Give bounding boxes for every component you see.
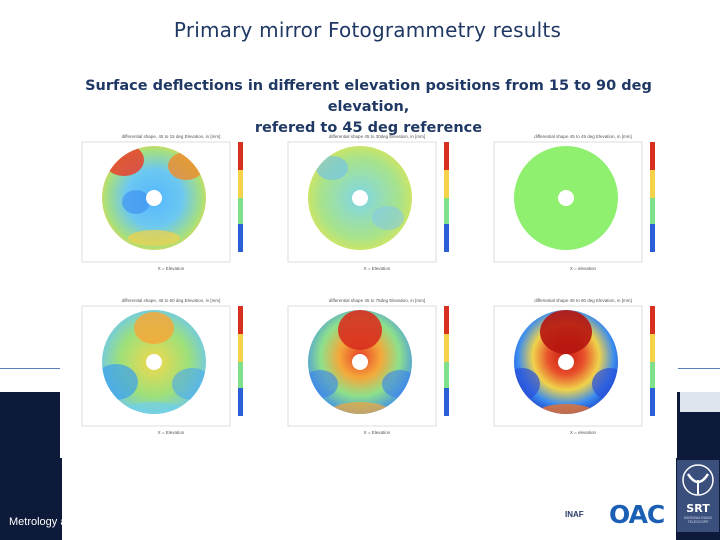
surface-map-45deg bbox=[493, 141, 655, 263]
slide-title: Primary mirror Fotogrammetry results bbox=[173, 18, 562, 42]
srt-logo: SRT SARDINIA RADIO TELESCOPE bbox=[677, 460, 719, 532]
caption-line-2: refered to 45 deg reference bbox=[254, 120, 483, 136]
surface-map-90deg bbox=[493, 305, 655, 427]
decorative-line-right bbox=[678, 368, 720, 369]
plot-45deg: differential shape 45 to 45 deg Elevatio… bbox=[478, 128, 668, 278]
decorative-line-left bbox=[0, 368, 60, 369]
decorative-band-left bbox=[0, 392, 62, 540]
plot-title: differential shape, 45 to 15 deg Elevati… bbox=[121, 134, 221, 139]
caption-line-1: Surface deflections in different elevati… bbox=[85, 78, 652, 115]
oac-logo-text: OAC bbox=[609, 500, 665, 529]
plot-title: differential shape 45 to 45 deg Elevatio… bbox=[534, 134, 632, 139]
surface-map-30deg bbox=[287, 141, 449, 263]
plot-xlabel: X = elevation bbox=[569, 430, 597, 435]
surface-map-15deg bbox=[81, 141, 243, 263]
plot-xlabel: X = Elevation bbox=[363, 430, 391, 435]
plot-15deg: differential shape, 45 to 15 deg Elevati… bbox=[66, 128, 256, 278]
plot-75deg: differential shape 45 to 75deg Elevation… bbox=[272, 292, 462, 442]
plot-xlabel: X = elevation bbox=[569, 266, 597, 271]
decorative-band-right-light bbox=[680, 392, 720, 412]
srt-logo-text: SRT bbox=[686, 502, 710, 515]
plot-title: differential shape 45 to 75deg Elevation… bbox=[328, 298, 426, 303]
plot-30deg: differential shape 45 to 30deg Elevation… bbox=[272, 128, 462, 278]
inaf-oac-logo: INAF OAC bbox=[557, 497, 675, 531]
figure-caption: Surface deflections in different elevati… bbox=[60, 76, 677, 139]
plot-90deg: differential shape 45 to 90 deg Elevatio… bbox=[478, 292, 668, 442]
srt-logo-subtext: SARDINIA RADIO TELESCOPE bbox=[683, 516, 713, 524]
plot-title: differential shape 45 to 90 deg Elevatio… bbox=[534, 298, 632, 303]
inaf-logo-text: INAF bbox=[565, 510, 584, 519]
slide-footer: Metrology at Sardinia Radio Telescope bbox=[9, 516, 198, 528]
surface-map-75deg bbox=[287, 305, 449, 427]
plot-60deg: differential shape, 45 to 60 deg Elevati… bbox=[66, 292, 256, 442]
plot-xlabel: X = Elevation bbox=[157, 430, 185, 435]
surface-map-60deg bbox=[81, 305, 243, 427]
plot-title: differential shape, 45 to 60 deg Elevati… bbox=[121, 298, 221, 303]
plot-xlabel: X = Elevation bbox=[157, 266, 185, 271]
plot-title: differential shape 45 to 30deg Elevation… bbox=[328, 134, 426, 139]
deflection-figure: Surface deflections in different elevati… bbox=[60, 62, 677, 458]
plot-xlabel: X = Elevation bbox=[363, 266, 391, 271]
antenna-icon bbox=[682, 464, 714, 496]
